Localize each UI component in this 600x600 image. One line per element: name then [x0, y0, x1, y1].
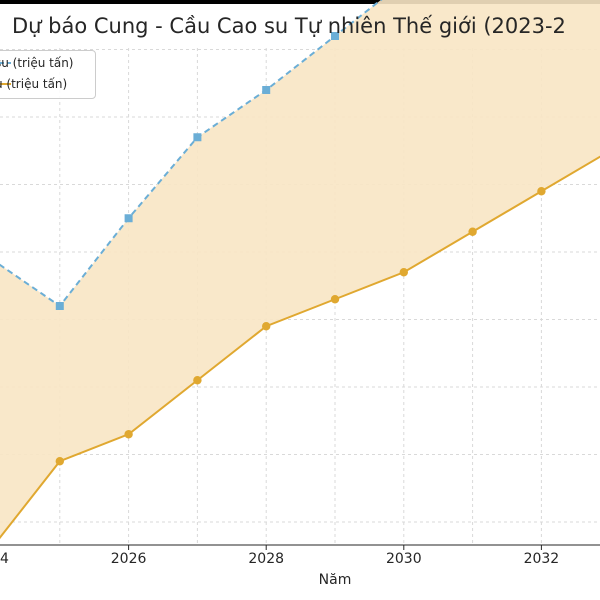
data-point-supply: [331, 32, 339, 40]
x-tick-label: 2030: [386, 551, 422, 567]
series-markers: [55, 32, 546, 466]
data-point-demand: [468, 227, 477, 236]
x-axis-ticks: 4 2026 2028 2030 2032: [0, 545, 559, 567]
series-line-demand: [0, 155, 600, 540]
data-point-demand: [193, 376, 202, 385]
data-point-demand: [537, 187, 546, 196]
legend-label-supply: su (triệu tấn): [0, 56, 74, 70]
x-tick-label: 2026: [111, 551, 147, 567]
x-tick-label: 2028: [248, 551, 284, 567]
data-point-supply: [262, 86, 271, 94]
data-point-demand: [124, 430, 133, 439]
legend-swatches: [0, 62, 11, 85]
data-point-demand: [399, 268, 408, 277]
data-point-demand: [330, 295, 340, 304]
data-point-supply: [124, 214, 133, 223]
data-point-supply: [193, 133, 202, 142]
legend: su (triệu tấn) u (triệu tấn): [0, 50, 96, 99]
x-tick-label: 4: [0, 551, 9, 567]
x-axis-label: Năm: [318, 572, 352, 588]
x-tick-label: 2032: [524, 551, 560, 567]
data-point-demand: [55, 457, 64, 466]
legend-label-demand: u (triệu tấn): [0, 77, 68, 91]
data-point-supply: [55, 302, 64, 310]
top-border: [0, 0, 600, 4]
supply-demand-gap-area: [0, 0, 600, 538]
chart-title: Dự báo Cung - Cầu Cao su Tự nhiên Thế gi…: [12, 14, 566, 38]
data-point-demand: [262, 322, 271, 331]
